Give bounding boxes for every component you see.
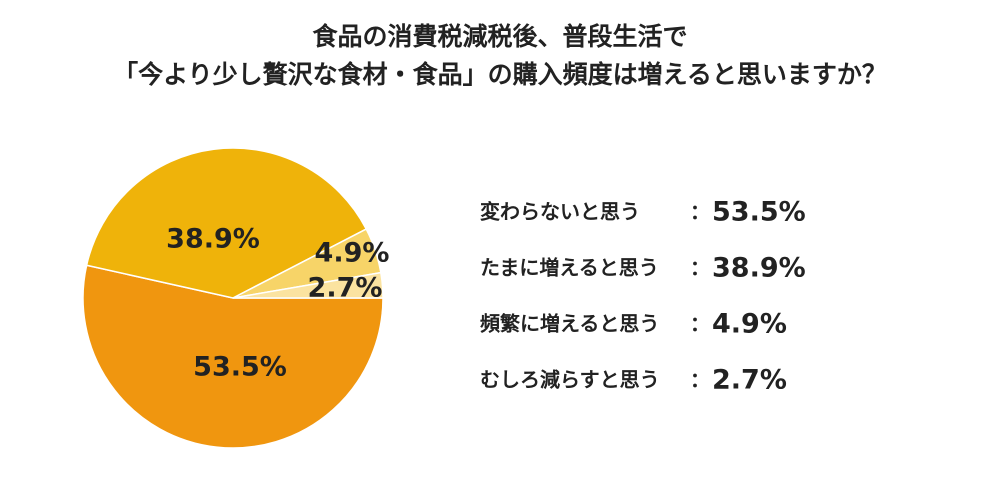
legend-value: 4.9% [712, 309, 787, 340]
pie-slice [82, 264, 384, 449]
slice-label: 2.7% [308, 273, 383, 304]
chart-title: 「今より少し贅沢な食材・食品」の購入頻度は増えると思いますか？ [113, 60, 887, 89]
legend-label: むしろ減らすと思う [480, 368, 660, 392]
legend-label: 頻繁に増えると思う [480, 312, 659, 336]
chart-title: 食品の消費税減税後、普段生活で [312, 22, 687, 51]
pie-slice [85, 147, 368, 299]
legend-label: たまに増えると思う [480, 256, 659, 280]
pie-slice [232, 271, 384, 299]
legend-value: 2.7% [712, 365, 787, 396]
legend-separator: ： [690, 368, 710, 392]
legend-value: 53.5% [712, 197, 806, 228]
legend-separator: ： [690, 200, 710, 224]
slice-label: 4.9% [315, 238, 390, 269]
legend-value: 38.9% [712, 253, 806, 284]
slice-label: 38.9% [166, 224, 260, 255]
legend-label: 変わらないと思う [480, 200, 640, 224]
slice-label: 53.5% [193, 352, 287, 383]
legend-separator: ： [690, 312, 710, 336]
legend-separator: ： [690, 256, 710, 280]
